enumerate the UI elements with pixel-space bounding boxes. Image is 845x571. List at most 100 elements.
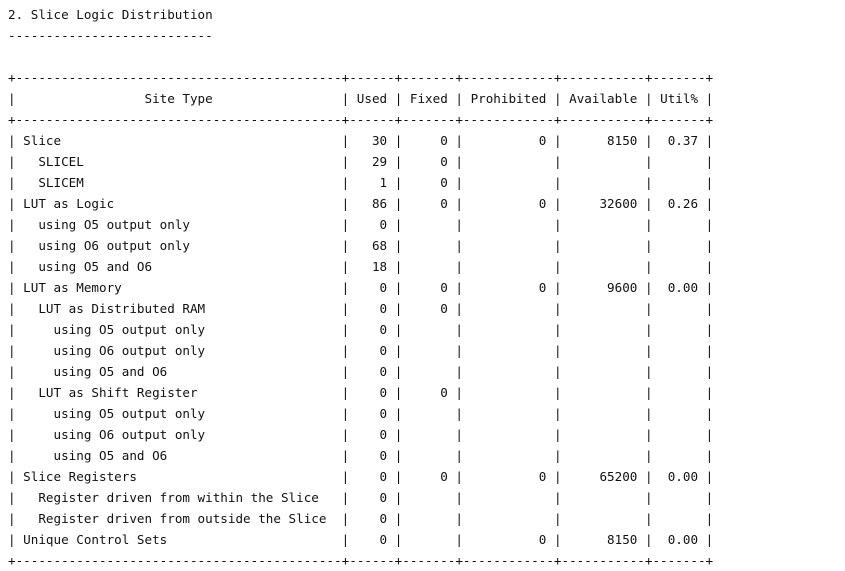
fixed-cell: 0 — [409, 469, 448, 484]
util-cell — [660, 217, 698, 232]
table-row: | LUT as Shift Register | 0 | 0 | | | | — [8, 385, 714, 400]
prohibited-cell: 0 — [470, 280, 547, 295]
util-cell — [660, 259, 698, 274]
prohibited-cell: 0 — [470, 532, 547, 547]
fixed-cell: 0 — [409, 175, 448, 190]
fixed-cell — [410, 364, 448, 379]
table-row: | using O6 output only | 0 | | | | | — [8, 427, 714, 442]
table-row: | Slice Registers | 0 | 0 | 0 | 65200 | … — [8, 469, 714, 484]
site-type-cell: using O6 output only — [23, 238, 335, 253]
util-cell — [660, 175, 698, 190]
table-row: | using O5 output only | 0 | | | | | — [8, 322, 714, 337]
available-cell — [569, 511, 637, 526]
table-body: | Slice | 30 | 0 | 0 | 8150 | 0.37 | | SL… — [8, 130, 845, 550]
site-type-cell: using O5 output only — [23, 217, 335, 232]
available-cell: 9600 — [569, 280, 638, 295]
prohibited-cell: 0 — [470, 133, 547, 148]
util-cell: 0.00 — [660, 469, 699, 484]
blank-line — [8, 46, 845, 67]
fixed-cell — [410, 343, 448, 358]
site-type-cell: using O5 output only — [23, 322, 335, 337]
table-header-row: | Site Type | Used | Fixed | Prohibited … — [8, 91, 714, 106]
util-cell — [660, 490, 698, 505]
used-cell: 0 — [356, 490, 388, 505]
util-cell: 0.00 — [660, 280, 699, 295]
site-type-cell: using O5 and O6 — [23, 259, 335, 274]
available-cell — [569, 406, 637, 421]
prohibited-cell — [471, 490, 547, 505]
used-cell: 30 — [356, 133, 388, 148]
table-border-top: +---------------------------------------… — [8, 70, 714, 85]
fixed-cell — [410, 490, 448, 505]
used-cell: 29 — [356, 154, 388, 169]
column-header-used: Used — [356, 91, 388, 106]
available-cell — [569, 238, 637, 253]
site-type-cell: Register driven from outside the Slice — [23, 511, 335, 526]
prohibited-cell — [471, 175, 547, 190]
site-type-cell: Unique Control Sets — [23, 532, 335, 547]
site-type-cell: SLICEL — [23, 154, 335, 169]
used-cell: 0 — [356, 280, 388, 295]
available-cell — [569, 385, 637, 400]
site-type-cell: Register driven from within the Slice — [23, 490, 335, 505]
table-row: | using O5 and O6 | 18 | | | | | — [8, 259, 714, 274]
util-cell — [660, 448, 698, 463]
table-border-header: +---------------------------------------… — [8, 112, 714, 127]
table-row: | Unique Control Sets | 0 | | 0 | 8150 |… — [8, 532, 714, 547]
prohibited-cell: 0 — [470, 196, 547, 211]
fixed-cell: 0 — [409, 154, 448, 169]
fixed-cell — [410, 406, 448, 421]
fixed-cell: 0 — [409, 301, 448, 316]
table-row: | using O5 output only | 0 | | | | | — [8, 217, 714, 232]
fixed-cell — [410, 322, 448, 337]
table-row: | using O5 and O6 | 0 | | | | | — [8, 448, 714, 463]
prohibited-cell — [471, 406, 547, 421]
fixed-cell: 0 — [409, 385, 448, 400]
prohibited-cell — [471, 259, 547, 274]
prohibited-cell: 0 — [470, 469, 547, 484]
used-cell: 18 — [356, 259, 388, 274]
available-cell: 32600 — [569, 196, 638, 211]
site-type-cell: using O5 output only — [23, 406, 335, 421]
site-type-cell: using O5 and O6 — [23, 364, 335, 379]
used-cell: 0 — [356, 406, 388, 421]
fixed-cell — [410, 511, 448, 526]
site-type-cell: SLICEM — [23, 175, 335, 190]
prohibited-cell — [471, 364, 547, 379]
used-cell: 0 — [356, 469, 388, 484]
used-cell: 86 — [356, 196, 388, 211]
table-row: | using O5 and O6 | 0 | | | | | — [8, 364, 714, 379]
available-cell — [569, 175, 637, 190]
used-cell: 0 — [356, 364, 388, 379]
used-cell: 0 — [356, 343, 388, 358]
available-cell — [569, 217, 637, 232]
section-title: 2. Slice Logic Distribution — [8, 7, 213, 22]
section-title-underline: --------------------------- — [8, 28, 213, 43]
prohibited-cell — [471, 511, 547, 526]
site-type-cell: Slice Registers — [23, 469, 335, 484]
used-cell: 0 — [356, 511, 388, 526]
util-cell — [660, 511, 698, 526]
util-cell — [660, 238, 698, 253]
used-cell: 0 — [356, 322, 388, 337]
available-cell: 8150 — [569, 133, 638, 148]
available-cell — [569, 301, 637, 316]
available-cell — [569, 490, 637, 505]
table-row: | SLICEM | 1 | 0 | | | | — [8, 175, 714, 190]
site-type-cell: LUT as Memory — [23, 280, 335, 295]
fixed-cell — [410, 532, 448, 547]
fixed-cell: 0 — [409, 196, 448, 211]
site-type-cell: using O6 output only — [23, 427, 335, 442]
fixed-cell: 0 — [409, 133, 448, 148]
prohibited-cell — [471, 385, 547, 400]
column-header-site-type: Site Type — [23, 91, 335, 106]
table-row: | LUT as Distributed RAM | 0 | 0 | | | | — [8, 301, 714, 316]
available-cell — [569, 448, 637, 463]
available-cell — [569, 259, 637, 274]
prohibited-cell — [471, 322, 547, 337]
used-cell: 0 — [356, 448, 388, 463]
used-cell: 68 — [356, 238, 388, 253]
util-cell — [660, 322, 698, 337]
util-cell — [660, 385, 698, 400]
